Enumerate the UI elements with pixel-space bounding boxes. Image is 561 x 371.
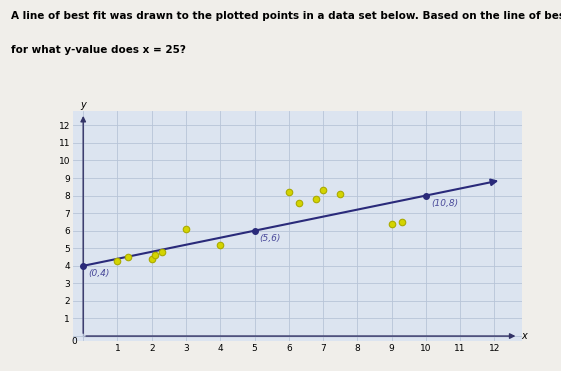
Text: for what y-value does x = 25?: for what y-value does x = 25? xyxy=(11,45,186,55)
Point xyxy=(151,252,160,258)
Point xyxy=(158,249,167,255)
Point xyxy=(295,200,304,206)
Point xyxy=(113,257,122,263)
Point xyxy=(147,256,156,262)
Point xyxy=(312,196,321,202)
Point xyxy=(335,191,344,197)
Point xyxy=(387,221,396,227)
Text: y: y xyxy=(80,99,86,109)
Text: 0: 0 xyxy=(72,337,77,346)
Text: x: x xyxy=(522,331,527,341)
Point xyxy=(284,189,293,195)
Point xyxy=(319,187,328,193)
Point xyxy=(397,219,406,225)
Point xyxy=(216,242,225,248)
Point xyxy=(182,226,191,232)
Text: (10,8): (10,8) xyxy=(431,199,458,208)
Point xyxy=(123,254,132,260)
Text: (5,6): (5,6) xyxy=(260,234,281,243)
Text: (0,4): (0,4) xyxy=(88,269,110,278)
Text: A line of best fit was drawn to the plotted points in a data set below. Based on: A line of best fit was drawn to the plot… xyxy=(11,11,561,21)
